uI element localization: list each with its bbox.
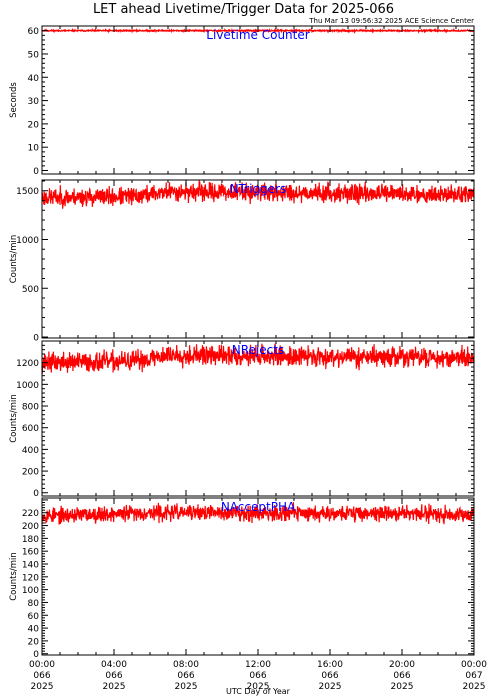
chart-panels: 0 10 20 30 40 50 60 Seconds Livetime Counter 0 500… <box>9 25 475 660</box>
y-tick-label: 0 <box>33 489 39 499</box>
plot-frame <box>41 179 475 339</box>
x-tick-label: 066 <box>177 671 194 681</box>
figure-title: LET ahead Livetime/Trigger Data for 2025… <box>93 2 394 17</box>
y-tick-label: 20 <box>28 120 40 130</box>
x-tick-label: 066 <box>33 671 50 681</box>
y-tick-label: 80 <box>28 599 40 609</box>
y-tick-label: 1500 <box>16 187 39 197</box>
x-tick-label: 2025 <box>103 682 126 692</box>
y-tick-label: 1000 <box>16 381 39 391</box>
y-tick-label: 60 <box>28 612 40 622</box>
x-tick-label: 2025 <box>319 682 342 692</box>
generation-timestamp: Thu Mar 13 09:56:32 2025 ACE Science Cen… <box>308 17 474 25</box>
x-tick-label: 066 <box>393 671 410 681</box>
x-tick-label: 00:00 <box>29 660 55 670</box>
y-tick-label: 600 <box>22 424 39 434</box>
y-tick-label: 400 <box>22 446 39 456</box>
data-series-line <box>41 180 475 209</box>
y-tick-label: 1000 <box>16 236 39 246</box>
x-tick-label: 066 <box>321 671 338 681</box>
y-tick-label: 200 <box>22 468 39 478</box>
y-tick-label: 0 <box>33 167 39 177</box>
x-tick-label: 04:00 <box>101 660 127 670</box>
y-tick-label: 20 <box>28 637 40 647</box>
y-tick-label: 50 <box>28 50 40 60</box>
y-axis-label: Counts/min <box>9 394 19 443</box>
data-series-line <box>41 501 475 525</box>
panel-4: 0 20 40 60 80 100 120 140 160 180 200 220 Counts/min… <box>9 497 475 660</box>
x-tick-label: 08:00 <box>173 660 199 670</box>
y-tick-label: 200 <box>22 522 39 532</box>
y-tick-label: 140 <box>22 561 39 571</box>
y-tick-label: 0 <box>33 650 39 660</box>
x-tick-label: 2025 <box>391 682 414 692</box>
x-tick-label: 2025 <box>31 682 54 692</box>
y-tick-label: 180 <box>22 535 39 545</box>
y-tick-label: 40 <box>28 625 40 635</box>
panel-title: Livetime Counter <box>206 28 309 42</box>
y-tick-label: 0 <box>33 334 39 344</box>
x-tick-label: 066 <box>249 671 266 681</box>
y-tick-label: 220 <box>22 509 39 519</box>
y-tick-label: 10 <box>28 144 40 154</box>
y-tick-label: 800 <box>22 403 39 413</box>
panel-1: 0 10 20 30 40 50 60 Seconds Livetime Counter <box>9 25 475 177</box>
y-tick-label: 100 <box>22 586 39 596</box>
x-tick-label: 066 <box>105 671 122 681</box>
y-tick-label: 30 <box>28 97 40 107</box>
panel-title: NTriggers <box>230 182 287 196</box>
x-tick-label: 2025 <box>175 682 198 692</box>
plot-frame <box>41 497 475 656</box>
plot-frame <box>41 25 475 175</box>
x-tick-label: 00:00 <box>461 660 487 670</box>
data-series-line <box>41 343 475 374</box>
x-tick-label: 12:00 <box>245 660 271 670</box>
panel-3: 0 200 400 600 800 1000 1200 Counts/min NRejects <box>9 340 475 499</box>
x-tick-label: 20:00 <box>389 660 415 670</box>
y-tick-label: 40 <box>28 74 40 84</box>
x-tick-label: 2025 <box>247 682 270 692</box>
y-tick-label: 500 <box>22 285 39 295</box>
y-axis-label: Counts/min <box>9 235 19 284</box>
y-tick-label: 160 <box>22 548 39 558</box>
panel-2: 0 500 1000 1500 Counts/min NTriggers <box>9 179 475 344</box>
x-axis-label: UTC Day of Year <box>226 687 291 696</box>
y-tick-label: 120 <box>22 573 39 583</box>
y-tick-label: 1200 <box>16 359 39 369</box>
x-tick-label: 067 <box>465 671 482 681</box>
x-tick-label: 16:00 <box>317 660 343 670</box>
panel-title: NAcceptPHA <box>221 500 296 514</box>
y-tick-label: 60 <box>28 27 40 37</box>
panel-title: NRejects <box>232 343 284 357</box>
time-axis: 00:00066202504:00066202508:00066202512:0… <box>29 660 487 692</box>
y-axis-label: Seconds <box>9 82 19 118</box>
x-tick-label: 2025 <box>463 682 486 692</box>
y-axis-label: Counts/min <box>9 552 19 601</box>
